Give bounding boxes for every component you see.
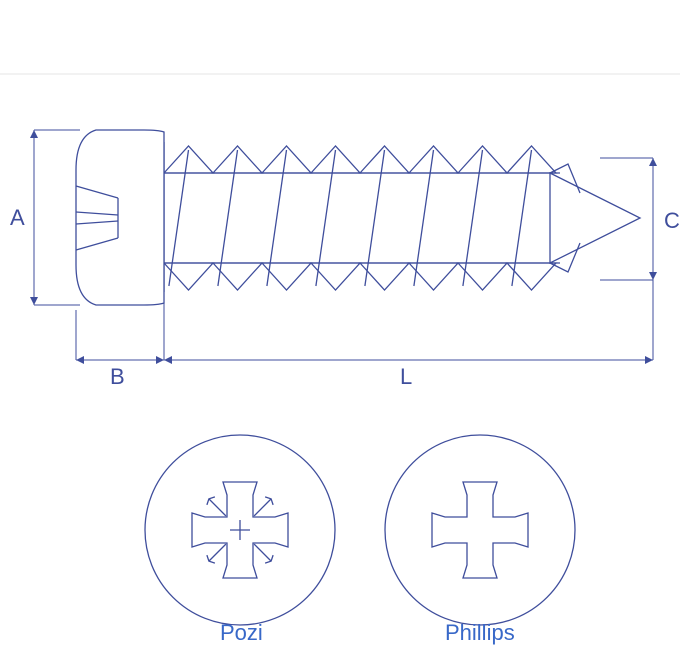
drive-label-pozi: Pozi	[220, 620, 263, 645]
dim-label-B: B	[110, 364, 125, 389]
screw-side-view	[76, 130, 640, 305]
dim-label-L: L	[400, 364, 412, 389]
dim-A: A	[10, 130, 80, 305]
screw-tip	[550, 173, 640, 263]
drive-phillips: Phillips	[385, 435, 575, 645]
dim-B: B	[76, 310, 164, 389]
drive-label-phillips: Phillips	[445, 620, 515, 645]
dim-label-C: C	[664, 208, 680, 233]
screw-head	[76, 130, 164, 305]
drive-pozi: Pozi	[145, 435, 335, 645]
dim-label-A: A	[10, 205, 25, 230]
